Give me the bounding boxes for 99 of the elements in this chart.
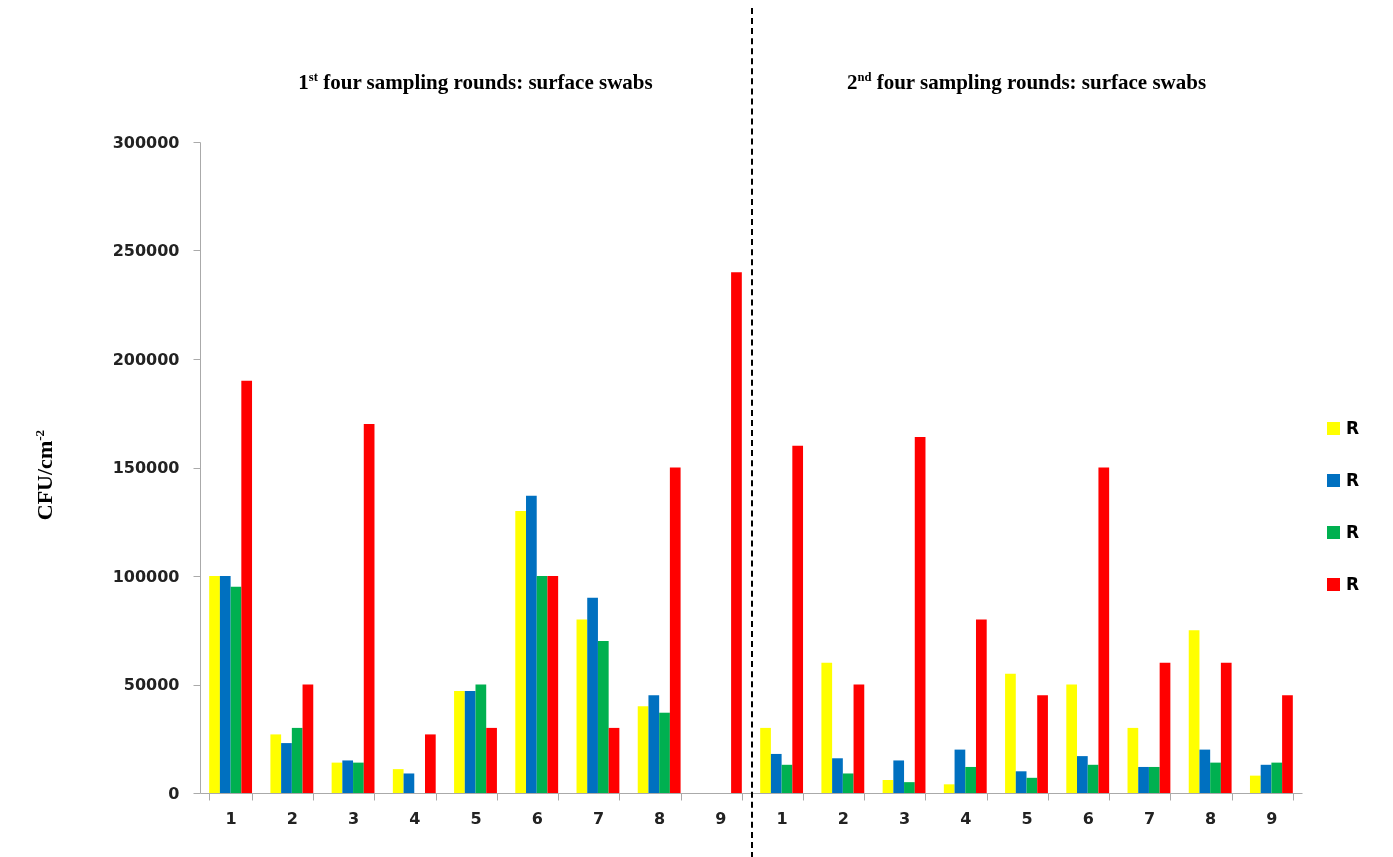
x-tick-label: 1 [776, 808, 788, 828]
x-tick-label: 5 [1021, 808, 1033, 828]
bar [770, 753, 782, 793]
y-tick-label: 50000 [123, 675, 180, 694]
bar [914, 437, 926, 793]
bar [1066, 684, 1078, 793]
x-tick-label: 7 [592, 808, 605, 828]
x-tick-label: 7 [1143, 808, 1156, 828]
y-tick-label: 150000 [112, 458, 180, 477]
legend-label: R [1346, 469, 1360, 490]
bar [353, 762, 364, 793]
bar [893, 760, 905, 793]
bar [1026, 777, 1038, 793]
bar [342, 760, 354, 793]
x-tick-label: 2 [286, 808, 298, 828]
x-tick-label: 2 [837, 808, 849, 828]
bar [526, 495, 537, 793]
text: 2$^{nd}$ four sampling rounds: surface swabs [846, 70, 1207, 95]
bar [882, 779, 894, 793]
bar [363, 424, 375, 793]
bar [842, 773, 854, 793]
text: 1$^{st}$ four sampling rounds: surface swabs [298, 70, 653, 95]
bar [230, 586, 242, 793]
bar [975, 619, 987, 793]
bar [1015, 771, 1027, 793]
bar [637, 706, 649, 793]
bar [597, 641, 609, 793]
x-tick-label: 9 [1266, 808, 1278, 828]
bar [781, 764, 793, 793]
x-tick-label: 3 [347, 808, 360, 828]
bar [536, 576, 548, 793]
bar [965, 766, 976, 793]
bar [1077, 756, 1088, 793]
bar [943, 784, 955, 793]
bar [547, 576, 559, 793]
x-tick-label: 6 [531, 808, 543, 828]
bar [1127, 727, 1139, 793]
bar [904, 782, 915, 793]
bar [792, 445, 804, 793]
x-tick-label: 8 [1205, 808, 1217, 828]
bar [1249, 775, 1261, 793]
bar [515, 510, 527, 793]
bar [241, 380, 253, 793]
bar [464, 691, 476, 793]
bar [821, 662, 833, 793]
bar [1138, 766, 1149, 793]
bar [608, 727, 620, 793]
bar [1282, 695, 1293, 793]
bar [832, 758, 843, 793]
bar [1220, 662, 1232, 793]
bar [1087, 764, 1099, 793]
bar [669, 467, 681, 793]
x-tick-label: 4 [960, 808, 972, 828]
bar [1148, 766, 1160, 793]
bar [1199, 749, 1211, 793]
legend-label: R [1346, 417, 1360, 438]
y-tick-label: 0 [168, 783, 180, 803]
bar [760, 727, 771, 793]
bar [475, 684, 487, 793]
y-tick-label: 200000 [112, 349, 180, 369]
legend-label: R [1346, 573, 1360, 594]
bar [392, 769, 404, 793]
bar [648, 695, 660, 793]
x-tick-label: 5 [470, 808, 482, 828]
bar [731, 272, 742, 793]
bar [291, 727, 303, 793]
y-tick-label: 250000 [112, 241, 180, 260]
bar [219, 576, 231, 793]
bar [1005, 673, 1016, 793]
x-tick-label: 4 [409, 808, 421, 828]
bar [954, 749, 966, 793]
legend-label: R [1346, 521, 1360, 542]
bar [576, 619, 588, 793]
bar [209, 576, 220, 793]
bar [1260, 764, 1272, 793]
bar [1159, 662, 1171, 793]
bar [659, 712, 670, 793]
y-tick-label: 300000 [112, 132, 180, 152]
bar [1188, 630, 1200, 793]
bar [403, 773, 415, 793]
bar [331, 762, 343, 793]
bar [302, 684, 314, 793]
bar [1037, 695, 1048, 793]
x-tick-label: 3 [898, 808, 911, 828]
bar [270, 734, 282, 793]
x-tick-label: 6 [1082, 808, 1094, 828]
y-tick-label: 100000 [112, 566, 180, 586]
bar [424, 734, 436, 793]
bar [281, 743, 292, 793]
bar [853, 684, 865, 793]
bar [587, 597, 598, 793]
bar [486, 727, 497, 793]
x-tick-label: 8 [654, 808, 666, 828]
bar [454, 691, 465, 793]
bar [1210, 762, 1221, 793]
bar [1271, 762, 1283, 793]
bar [1098, 467, 1110, 793]
x-tick-label: 9 [715, 808, 727, 828]
x-tick-label: 1 [225, 808, 237, 828]
